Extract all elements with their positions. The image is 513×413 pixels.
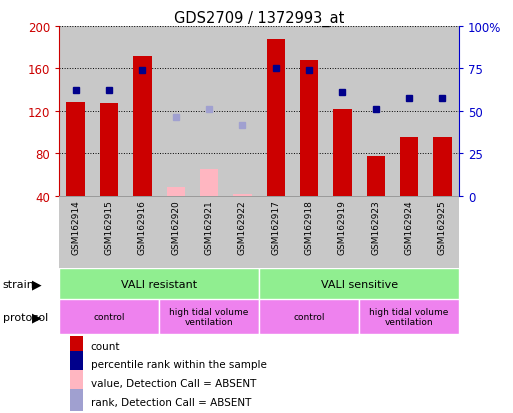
Bar xyxy=(200,170,218,196)
Text: high tidal volume
ventilation: high tidal volume ventilation xyxy=(369,307,449,327)
Text: rank, Detection Call = ABSENT: rank, Detection Call = ABSENT xyxy=(91,396,251,407)
Bar xyxy=(59,268,259,299)
Text: high tidal volume
ventilation: high tidal volume ventilation xyxy=(169,307,249,327)
Bar xyxy=(100,104,118,196)
Bar xyxy=(400,138,418,196)
Text: GSM162921: GSM162921 xyxy=(205,200,213,254)
Text: GSM162920: GSM162920 xyxy=(171,200,180,254)
Bar xyxy=(292,27,326,196)
Bar xyxy=(192,196,226,268)
Bar xyxy=(267,40,285,196)
Bar xyxy=(133,57,151,196)
Text: GSM162917: GSM162917 xyxy=(271,200,280,254)
Text: VALI resistant: VALI resistant xyxy=(121,279,197,289)
Bar xyxy=(159,27,192,196)
Bar xyxy=(259,268,459,299)
Bar xyxy=(426,196,459,268)
Bar xyxy=(359,27,392,196)
Bar xyxy=(226,27,259,196)
Text: control: control xyxy=(293,313,325,321)
Bar xyxy=(159,196,192,268)
Bar xyxy=(233,194,251,196)
Text: control: control xyxy=(93,313,125,321)
Bar xyxy=(392,196,426,268)
Bar xyxy=(70,370,83,396)
Text: GSM162922: GSM162922 xyxy=(238,200,247,254)
Bar xyxy=(126,196,159,268)
Bar xyxy=(326,196,359,268)
Bar xyxy=(392,27,426,196)
Text: count: count xyxy=(91,341,120,351)
Bar xyxy=(59,196,92,268)
Text: strain: strain xyxy=(3,279,34,289)
Bar xyxy=(226,196,259,268)
Bar xyxy=(367,157,385,196)
Bar xyxy=(67,103,85,196)
Bar xyxy=(426,27,459,196)
Text: VALI sensitive: VALI sensitive xyxy=(321,279,398,289)
Bar xyxy=(159,299,259,335)
Bar xyxy=(92,196,126,268)
Bar xyxy=(59,299,159,335)
Text: GSM162916: GSM162916 xyxy=(138,200,147,254)
Bar xyxy=(126,27,159,196)
Text: GSM162915: GSM162915 xyxy=(105,200,113,254)
Text: ▶: ▶ xyxy=(32,278,42,290)
Bar xyxy=(92,27,126,196)
Bar xyxy=(259,196,292,268)
Text: protocol: protocol xyxy=(3,312,48,322)
Bar xyxy=(292,196,326,268)
Bar xyxy=(359,196,392,268)
Bar xyxy=(70,333,83,359)
Text: GSM162919: GSM162919 xyxy=(338,200,347,254)
Text: GSM162924: GSM162924 xyxy=(405,200,413,254)
Text: GSM162914: GSM162914 xyxy=(71,200,80,254)
Text: GSM162918: GSM162918 xyxy=(305,200,313,254)
Bar xyxy=(359,299,459,335)
Bar xyxy=(433,138,451,196)
Bar xyxy=(259,299,359,335)
Bar xyxy=(70,389,83,413)
Text: value, Detection Call = ABSENT: value, Detection Call = ABSENT xyxy=(91,378,256,388)
Title: GDS2709 / 1372993_at: GDS2709 / 1372993_at xyxy=(174,11,344,27)
Text: GSM162923: GSM162923 xyxy=(371,200,380,254)
Text: GSM162925: GSM162925 xyxy=(438,200,447,254)
Bar xyxy=(70,351,83,377)
Bar xyxy=(300,61,318,196)
Bar xyxy=(333,109,351,196)
Bar xyxy=(192,27,226,196)
Bar xyxy=(167,188,185,196)
Text: percentile rank within the sample: percentile rank within the sample xyxy=(91,359,266,370)
Bar xyxy=(326,27,359,196)
Text: ▶: ▶ xyxy=(32,311,42,323)
Bar xyxy=(259,27,292,196)
Bar xyxy=(59,27,92,196)
